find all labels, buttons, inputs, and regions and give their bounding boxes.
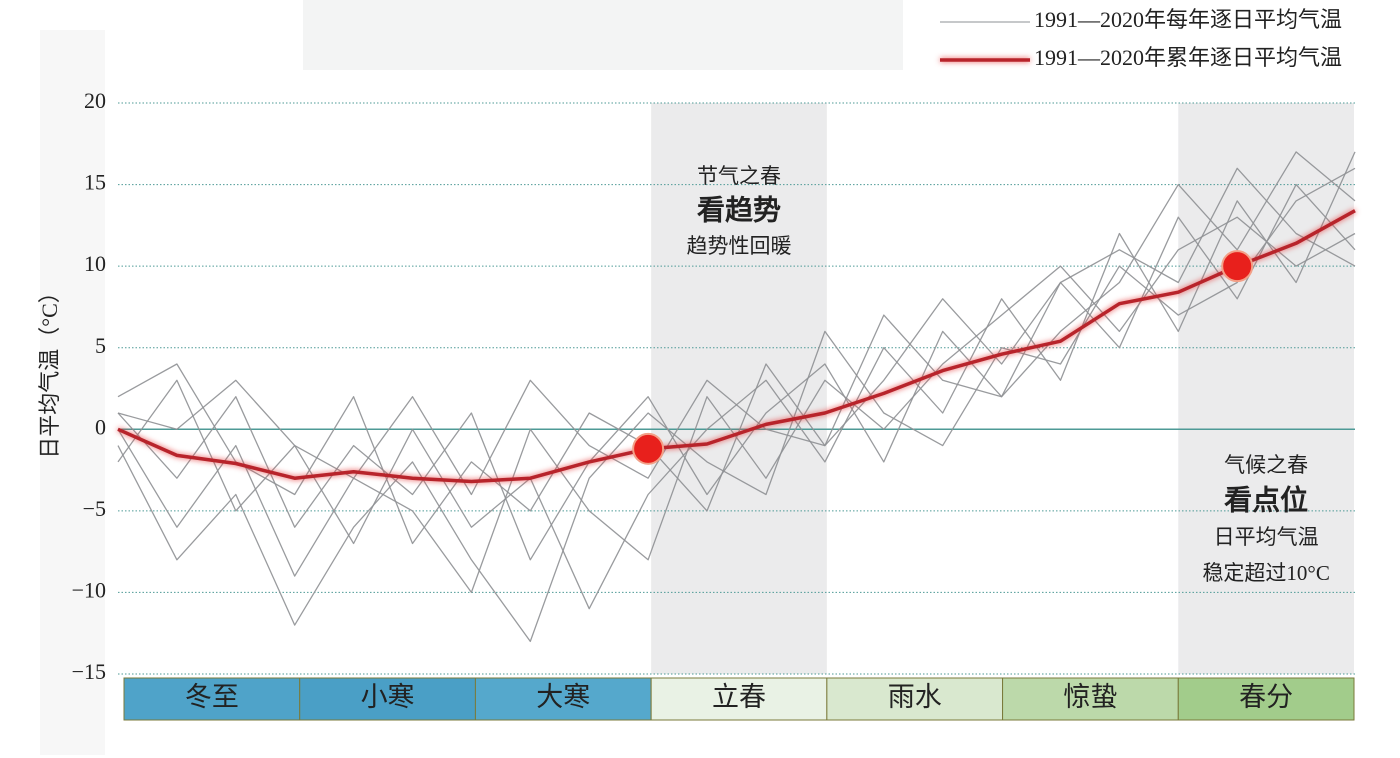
term-band — [123, 677, 301, 721]
shaded-region — [1178, 103, 1354, 674]
term-label: 惊蛰 — [1063, 682, 1117, 712]
term-band — [826, 677, 1004, 721]
year-line — [117, 167, 1356, 643]
term-label: 雨水 — [888, 682, 942, 712]
legend-box — [930, 2, 1370, 82]
term-band — [299, 677, 476, 721]
y-tick-label: 5 — [95, 333, 106, 358]
y-tick-label: 10 — [84, 251, 106, 276]
term-label: 立春 — [712, 682, 766, 712]
y-axis-label: 日平均气温（°C） — [37, 281, 62, 458]
year-line — [117, 151, 1356, 545]
y-tick-label: −15 — [72, 659, 106, 684]
year-line — [117, 167, 1356, 496]
mean-line — [117, 209, 1356, 484]
annotation-text: 日平均气温 — [1214, 525, 1319, 549]
term-band — [474, 677, 652, 721]
legend-label: 1991—2020年累年逐日平均气温 — [1034, 45, 1342, 70]
y-tick-label: 20 — [84, 88, 106, 113]
y-tick-label: −10 — [72, 577, 106, 602]
y-tick-label: 15 — [84, 170, 106, 195]
highlight-dot — [1221, 250, 1254, 283]
highlight-dot — [632, 432, 665, 465]
term-label: 冬至 — [185, 682, 239, 712]
annotation-text: 趋势性回暖 — [687, 234, 792, 258]
annotation-text: 稳定超过10°C — [1202, 561, 1329, 585]
term-band — [650, 677, 828, 721]
annotation-text: 气候之春 — [1224, 453, 1308, 477]
axis-backdrop — [40, 30, 105, 755]
annotation-text: 看点位 — [1224, 483, 1308, 516]
term-label: 小寒 — [361, 682, 415, 712]
y-tick-label: −5 — [83, 496, 106, 521]
annotation-text: 看趋势 — [697, 194, 781, 226]
legend-label: 1991—2020年每年逐日平均气温 — [1034, 7, 1342, 32]
header-box — [303, 0, 903, 70]
term-label: 春分 — [1239, 682, 1293, 712]
y-tick-label: 0 — [95, 414, 106, 439]
term-band — [1002, 677, 1179, 721]
annotation-text: 节气之春 — [697, 164, 781, 188]
term-label: 大寒 — [536, 682, 590, 712]
term-band — [1177, 677, 1355, 721]
shaded-region — [651, 103, 827, 674]
